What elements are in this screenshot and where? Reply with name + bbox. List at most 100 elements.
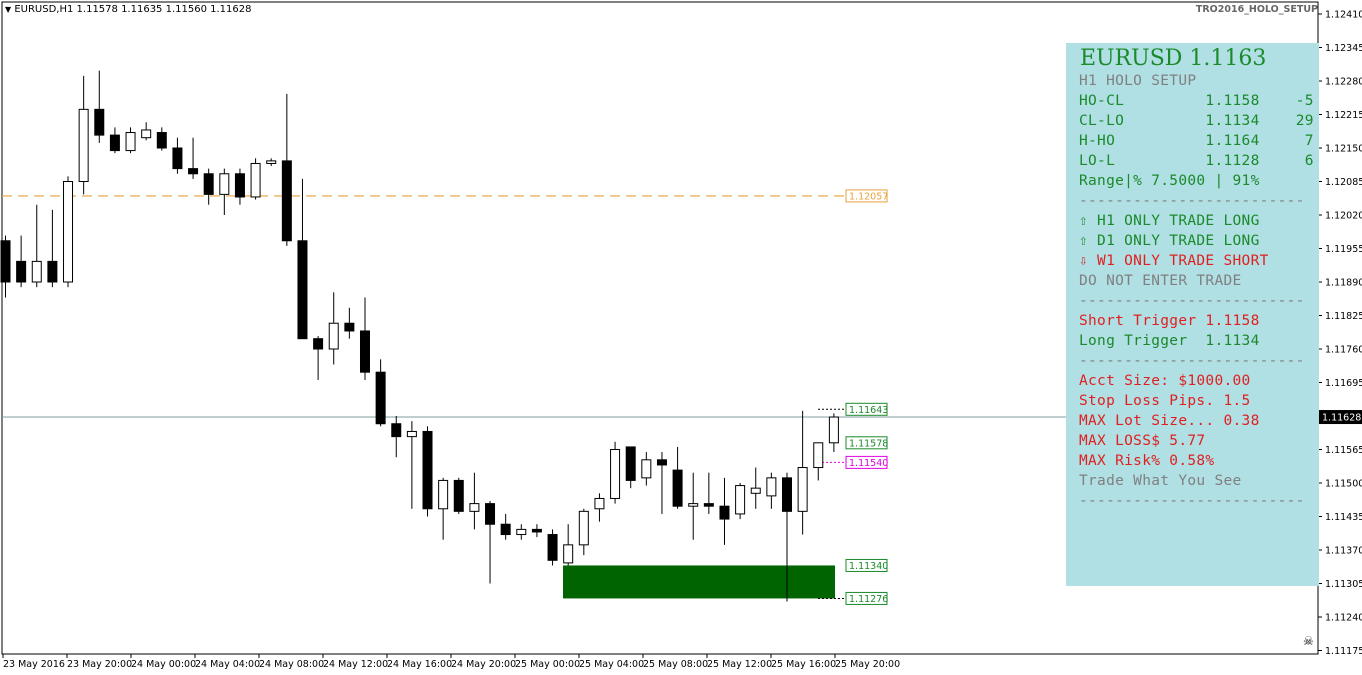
candle [547,529,558,566]
panel-line: H-HO 1.1164 7 [1079,133,1314,149]
candle-body-up [750,487,761,494]
panel-line: ------------------------- [1079,493,1305,509]
candle [250,158,261,200]
candle-body-up [610,449,621,499]
candle-body-up [766,477,777,497]
panel-line: MAX LOSS$ 5.77 [1079,433,1206,449]
candle [672,446,683,509]
candle-body-down [375,371,386,425]
candle [0,235,11,298]
y-tick-label: 1.11305 [1325,579,1362,590]
candle [797,410,808,535]
candle [391,416,402,458]
candle-body-down [719,505,730,520]
candle [109,127,120,154]
price-axis: 1.12410 1.12345 1.12280 1.12215 1.12150 1.120… [2,10,1362,657]
candle-body-down [359,330,370,373]
candle-body-up [578,510,589,546]
candle [172,137,183,174]
candle [438,477,449,540]
y-tick-label: 1.11955 [1325,244,1362,255]
candle-body-up [31,260,42,283]
panel-line: ------------------------- [1079,193,1305,209]
y-tick-label: 1.11435 [1325,512,1362,523]
y-tick-label: 1.11760 [1325,345,1362,356]
candle-body-up [735,485,746,515]
panel-line: Range|% 7.5000 | 91% [1079,173,1260,189]
x-tick-label: 24 May 00:00 [131,659,196,670]
candles [0,70,839,602]
y-tick-label: 1.12085 [1325,177,1362,188]
candle [750,467,761,509]
price-levels [2,195,846,599]
y-tick-label: 1.11500 [1325,479,1362,490]
triangle-down-icon[interactable]: ▼ [5,5,12,14]
level-label: 1.12057 [849,191,888,202]
candle [422,426,433,517]
y-tick-label: 1.11695 [1325,378,1362,389]
candle-body-up [641,459,652,479]
candle-body-up [469,503,480,512]
candle [94,70,105,143]
panel-line: DO NOT ENTER TRADE [1079,273,1242,289]
candle-body-up [125,132,136,152]
candle-body-up [688,503,699,507]
symbol-info: EURUSD,H1 1.11578 1.11635 1.11560 1.1162… [14,4,252,15]
panel-line: Stop Loss Pips. 1.5 [1079,393,1251,409]
panel-line: Trade What You See [1079,473,1242,489]
panel-line: ⇧ H1 ONLY TRADE LONG [1079,213,1260,229]
candle [703,472,714,514]
panel-line: HO-CL 1.1158 -5 [1079,93,1314,109]
candle [453,477,464,514]
candle-body-down [703,503,714,507]
candle [610,441,621,504]
candle [63,176,74,288]
candle [359,297,370,380]
x-tick-label: 23 May 2016 [3,659,65,670]
candle [656,452,667,514]
level-label-box [845,591,888,605]
panel-line: MAX Lot Size... 0.38 [1079,413,1260,429]
candle-body-up [563,544,574,564]
candle [578,508,589,556]
candle-body-down [391,423,402,438]
candle [125,127,136,154]
candle [16,235,27,288]
candle-body-up [78,108,89,182]
candle-body-up [250,162,261,198]
candle-body-down [485,503,496,525]
candle-body-up [63,181,74,283]
candle-body-down [453,479,464,512]
skull-icon: ☠ [1303,634,1314,648]
candle [828,413,839,453]
x-tick-label: 24 May 20:00 [451,659,516,670]
level-label: 1.11540 [849,458,888,469]
candle [266,158,277,167]
candle-body-down [203,173,214,195]
x-tick-label: 25 May 20:00 [835,659,900,670]
panel-line: ⇩ W1 ONLY TRADE SHORT [1079,253,1269,269]
candle-body-down [109,134,120,152]
candle-body-down [156,132,167,149]
candle-body-up [438,479,449,510]
y-tick-label: 1.12215 [1325,110,1362,121]
panel-line: ------------------------- [1079,353,1305,369]
x-tick-label: 24 May 12:00 [323,659,388,670]
y-tick-label: 1.12345 [1325,43,1362,54]
candle [813,442,824,481]
candle-body-down [422,430,433,510]
y-tick-label: 1.11565 [1325,445,1362,456]
panel-title: EURUSD 1.1163 [1080,46,1267,71]
candle [234,168,245,205]
candle [281,93,292,246]
candle-body-up [828,416,839,444]
panel-line: CL-LO 1.1134 29 [1079,113,1314,129]
x-tick-label: 24 May 08:00 [259,659,324,670]
candle-body-down [188,168,199,175]
y-tick-label: 1.11240 [1325,613,1362,624]
panel-line: Short Trigger 1.1158 [1079,313,1260,329]
candle [735,483,746,520]
x-tick-label: 25 May 08:00 [643,659,708,670]
